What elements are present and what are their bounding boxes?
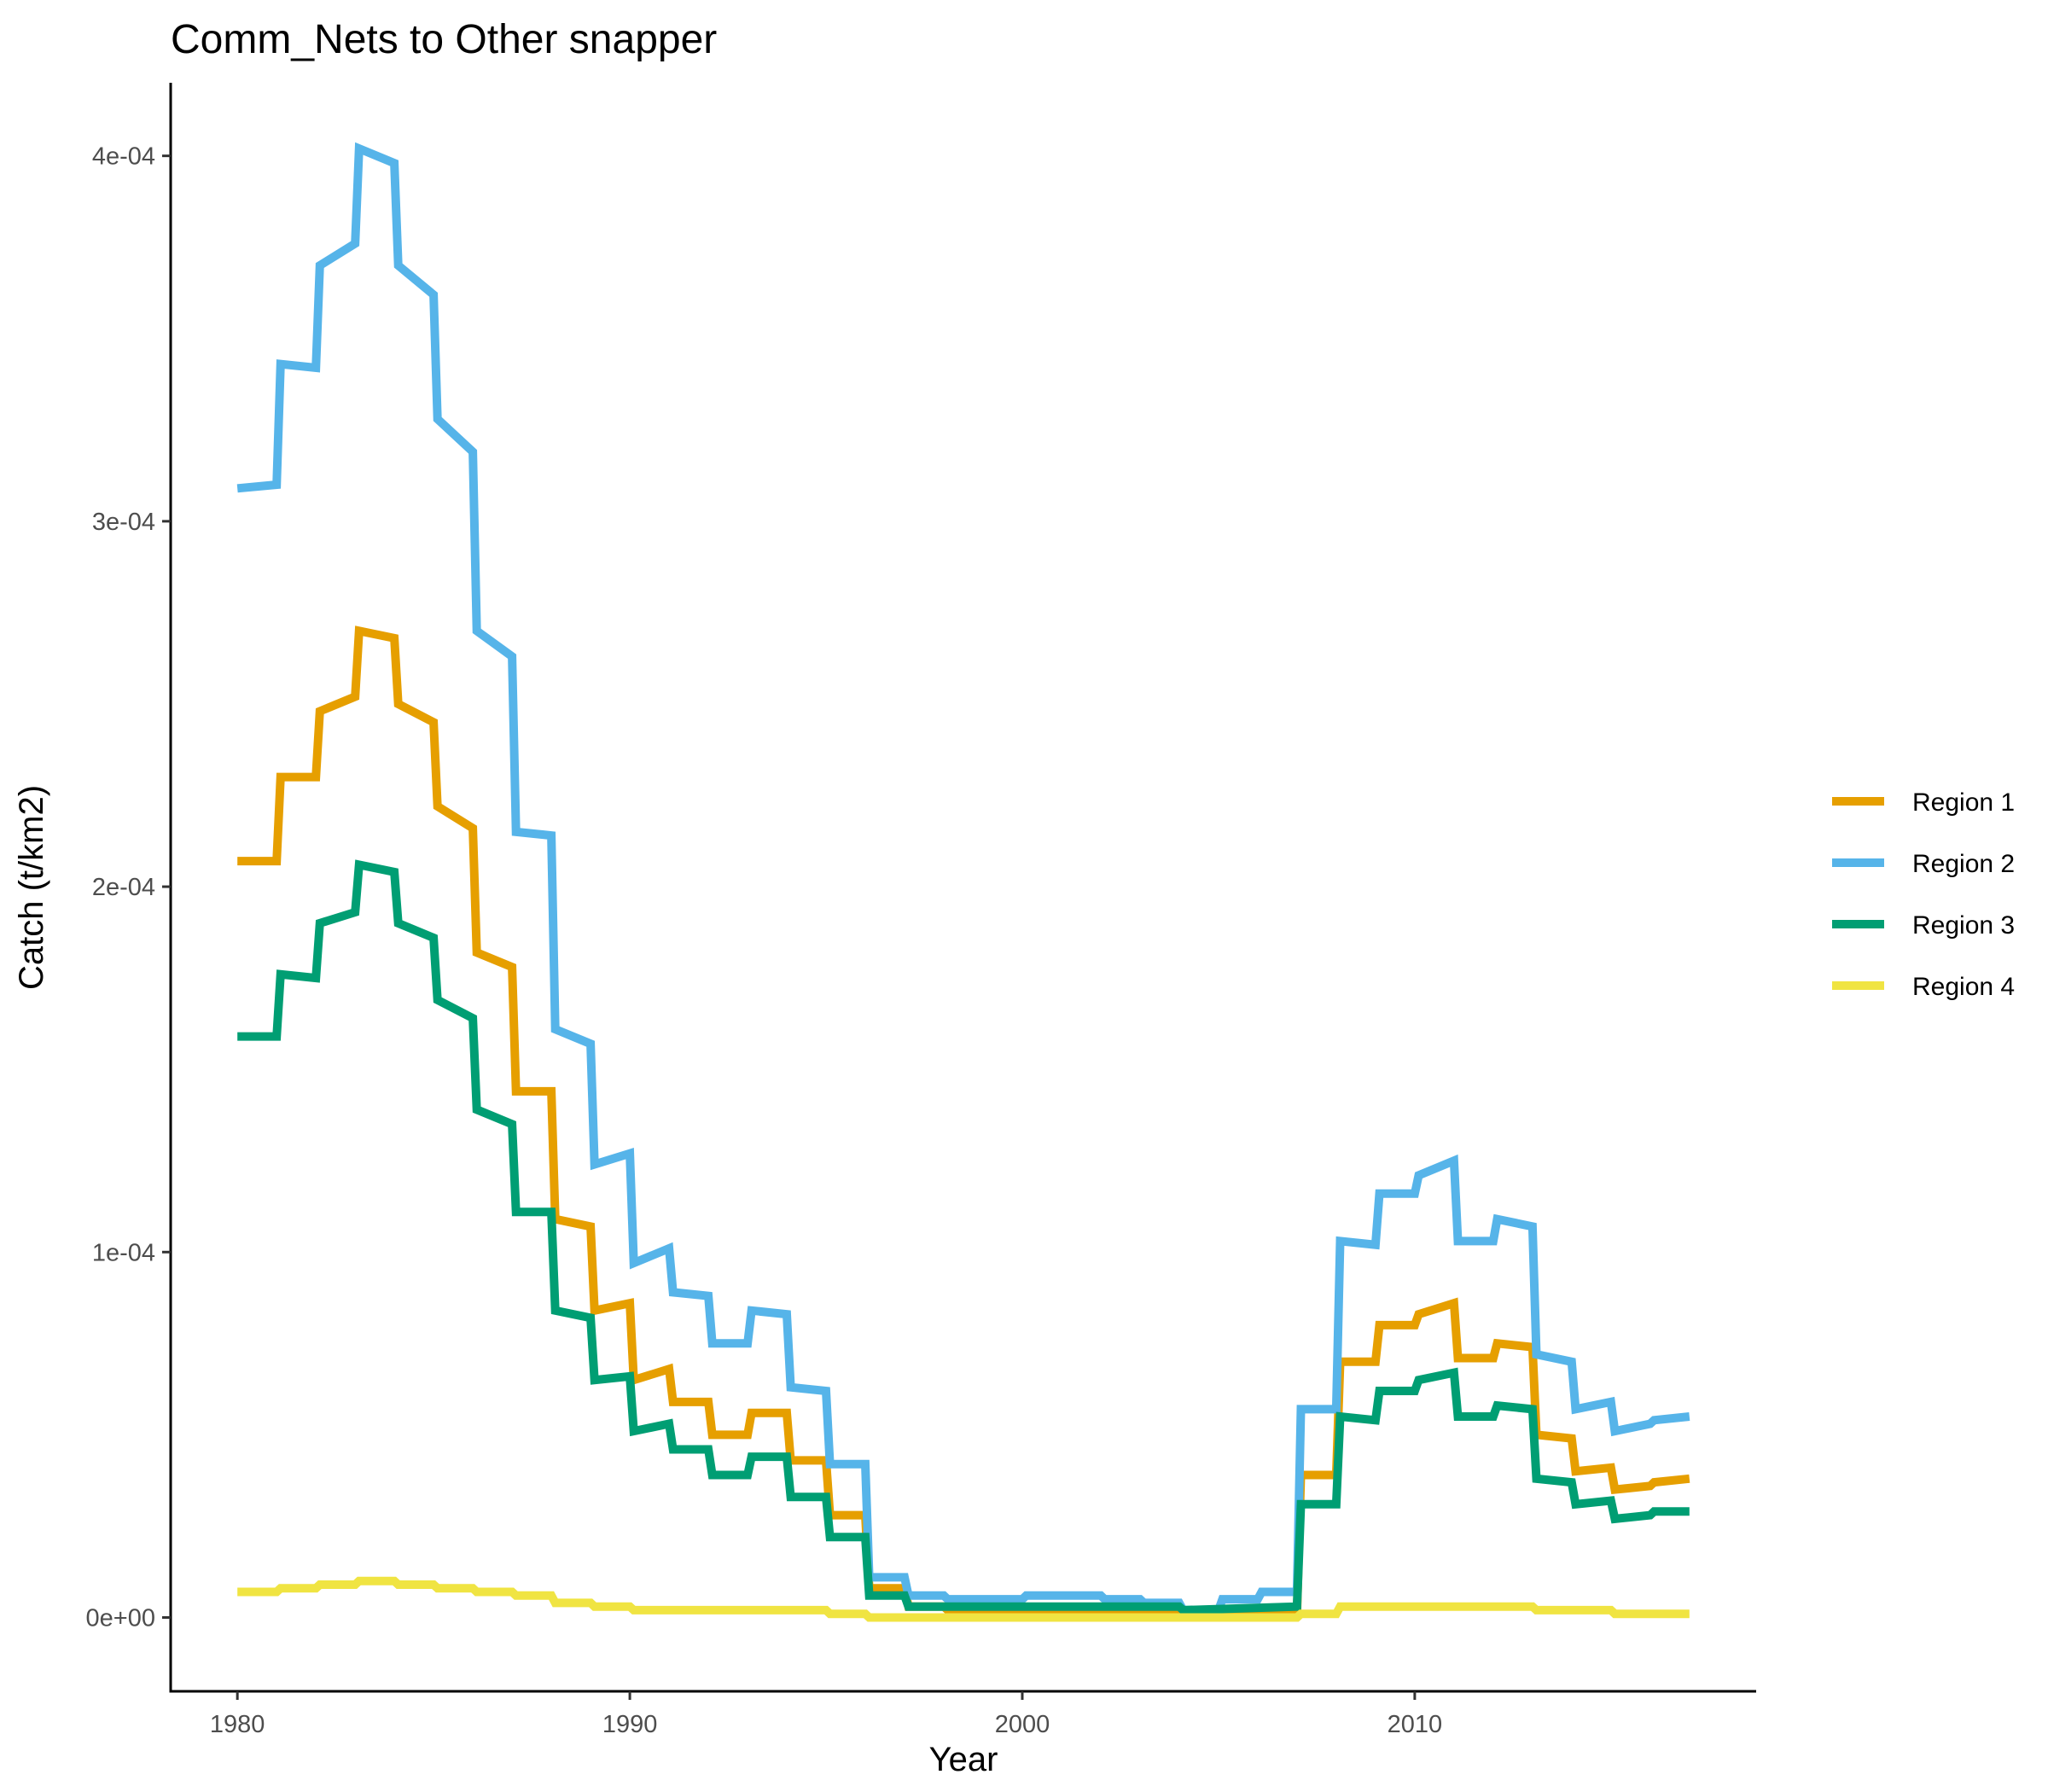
x-tick-label: 1990 (602, 1711, 658, 1738)
x-tick-label: 2000 (995, 1711, 1050, 1738)
chart-title: Comm_Nets to Other snapper (171, 17, 717, 62)
y-tick-label: 2e-04 (92, 874, 155, 901)
plot-area (237, 148, 1690, 1617)
series-line-region-1 (237, 631, 1690, 1614)
legend-label-region-1: Region 1 (1912, 788, 2015, 817)
y-tick-label: 4e-04 (92, 143, 155, 171)
x-axis-title: Year (929, 1741, 998, 1778)
y-tick-label: 0e+00 (86, 1605, 155, 1632)
y-axis-title: Catch (t/km2) (13, 785, 50, 990)
x-tick-label: 2010 (1388, 1711, 1443, 1738)
x-axis: 1980 1990 2000 2010 (210, 1691, 1442, 1738)
legend-label-region-4: Region 4 (1912, 973, 2015, 1001)
series-line-region-2 (237, 148, 1690, 1610)
y-tick-label: 1e-04 (92, 1239, 155, 1266)
legend-label-region-2: Region 2 (1912, 850, 2015, 878)
legend-label-region-3: Region 3 (1912, 911, 2015, 940)
y-axis: 0e+00 1e-04 2e-04 3e-04 4e-04 (86, 143, 171, 1632)
x-tick-label: 1980 (210, 1711, 265, 1738)
y-tick-label: 3e-04 (92, 509, 155, 536)
legend: Region 1 Region 2 Region 3 Region 4 (1832, 788, 2015, 1001)
